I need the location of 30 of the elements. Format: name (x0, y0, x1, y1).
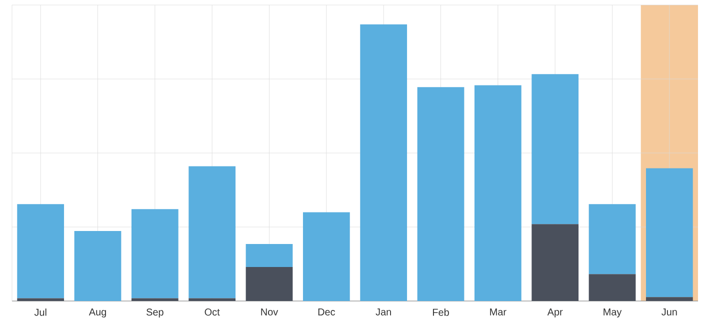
x-tick-label: Oct (204, 308, 220, 316)
bar (131, 209, 178, 298)
bar (131, 298, 178, 301)
x-tick-label: Jun (662, 308, 677, 316)
bar (360, 24, 408, 301)
bar (588, 274, 636, 301)
x-tick-label: Sep (146, 308, 164, 318)
x-tick-label: Apr (547, 308, 563, 318)
bar (188, 166, 236, 298)
bar (532, 74, 579, 224)
bar (74, 231, 122, 301)
bar (302, 212, 350, 301)
x-tick-label: Aug (88, 308, 106, 318)
bar (246, 244, 293, 267)
bar (588, 204, 636, 274)
bar (17, 204, 64, 298)
bar (246, 266, 293, 301)
bar (532, 224, 579, 301)
x-tick-label: May (604, 308, 622, 318)
bar (646, 297, 693, 301)
x-tick-label: Feb (432, 308, 449, 316)
bar (17, 298, 64, 301)
bar (417, 87, 464, 301)
x-tick-label: Mar (490, 308, 506, 316)
bar (474, 85, 522, 301)
x-tick-label: Jul (34, 308, 46, 316)
x-tick-label: Dec (318, 308, 336, 316)
x-tick-label: Nov (261, 308, 278, 316)
bar (188, 298, 236, 301)
x-tick-label: Jan (376, 308, 391, 316)
